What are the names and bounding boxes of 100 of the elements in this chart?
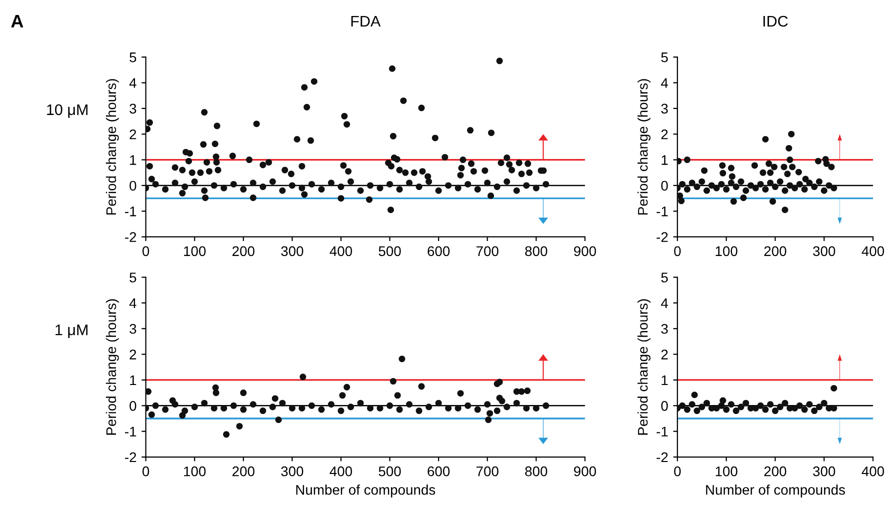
x-tick-label: 500 xyxy=(378,466,401,476)
point xyxy=(782,206,788,214)
point xyxy=(464,180,472,188)
x-tick-label: 300 xyxy=(281,466,304,476)
point xyxy=(828,164,835,170)
point xyxy=(518,388,525,395)
x-tick-label: 500 xyxy=(378,246,401,256)
point xyxy=(498,398,506,404)
point xyxy=(279,187,286,194)
y-tick-label: 1 xyxy=(130,375,136,386)
point xyxy=(782,187,788,194)
point xyxy=(318,406,325,413)
point xyxy=(776,404,784,410)
x-tick-label: 0 xyxy=(674,246,681,256)
point xyxy=(732,184,740,190)
x-tick-label: 300 xyxy=(813,246,836,256)
y-tick-label: 5 xyxy=(130,52,136,62)
chart-title: IDC xyxy=(763,16,788,27)
point xyxy=(279,400,286,406)
point xyxy=(250,401,256,408)
point xyxy=(762,186,769,193)
y-tick-label: 3 xyxy=(130,104,136,114)
point xyxy=(801,406,808,413)
y-tick-label: 0 xyxy=(661,400,668,411)
point xyxy=(757,402,764,409)
point xyxy=(728,173,736,180)
point xyxy=(210,404,218,412)
y-tick-label: -1 xyxy=(656,426,668,436)
point xyxy=(679,180,686,188)
point xyxy=(814,158,822,164)
point xyxy=(367,404,374,412)
y-tick-label: 5 xyxy=(130,272,136,282)
point xyxy=(230,402,237,409)
point xyxy=(367,182,374,189)
y-tick-label: -1 xyxy=(656,206,668,216)
point xyxy=(742,187,750,194)
y-tick-label: 0 xyxy=(130,400,136,411)
x-axis-title: Number of compounds xyxy=(706,484,845,498)
point xyxy=(406,180,413,186)
point xyxy=(542,402,550,409)
point xyxy=(220,184,228,192)
point xyxy=(704,400,710,406)
point xyxy=(718,402,725,409)
point xyxy=(830,184,838,192)
point xyxy=(288,404,296,412)
point xyxy=(435,400,442,406)
point xyxy=(308,180,315,188)
point xyxy=(688,401,696,408)
point xyxy=(230,180,237,188)
point xyxy=(728,180,734,186)
point xyxy=(770,164,778,170)
point xyxy=(250,180,256,186)
point xyxy=(760,169,766,176)
point xyxy=(386,402,394,409)
point xyxy=(728,164,734,172)
point xyxy=(191,404,198,410)
point xyxy=(713,184,720,192)
point xyxy=(752,404,759,412)
point xyxy=(811,184,818,190)
x-tick-label: 400 xyxy=(330,246,352,256)
x-tick-label: 100 xyxy=(184,246,206,256)
point xyxy=(701,167,708,174)
point xyxy=(486,410,494,417)
point xyxy=(720,170,726,176)
point xyxy=(201,400,208,406)
point xyxy=(394,392,401,399)
point xyxy=(212,390,220,396)
point xyxy=(542,180,550,188)
point xyxy=(347,178,354,185)
point xyxy=(464,402,472,409)
point xyxy=(418,383,425,390)
point xyxy=(172,401,178,408)
point xyxy=(152,180,159,188)
x-tick-label: 0 xyxy=(142,246,150,256)
point xyxy=(445,182,452,189)
x-tick-label: 100 xyxy=(716,246,738,256)
y-tick-label: 5 xyxy=(661,52,668,62)
y-tick-label: 2 xyxy=(661,129,668,140)
point xyxy=(728,401,734,408)
x-tick-label: 600 xyxy=(428,246,450,256)
point xyxy=(146,388,152,395)
point xyxy=(396,186,403,193)
point xyxy=(182,408,188,414)
point xyxy=(496,378,503,386)
point xyxy=(532,184,540,192)
point xyxy=(426,178,432,185)
x-tick-label: 600 xyxy=(428,466,450,476)
y-tick-label: -1 xyxy=(125,426,136,436)
point xyxy=(347,404,354,410)
point xyxy=(191,178,198,185)
x-tick-label: 0 xyxy=(142,466,150,476)
point xyxy=(260,408,266,414)
point xyxy=(504,404,510,410)
x-tick-label: 900 xyxy=(574,246,596,256)
point xyxy=(786,182,794,189)
point xyxy=(820,400,828,406)
point xyxy=(201,187,208,194)
point xyxy=(823,160,830,167)
point xyxy=(691,392,698,398)
x-tick-label: 200 xyxy=(764,466,786,476)
